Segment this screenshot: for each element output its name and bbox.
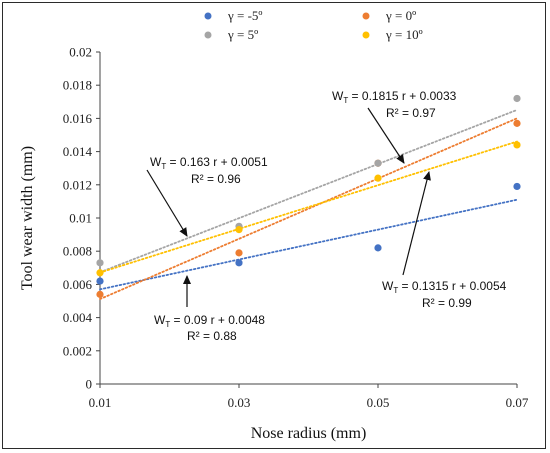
y-axis-title: Tool wear width (mm) <box>19 146 36 290</box>
legend-marker-0 <box>204 12 212 20</box>
data-point-s0-2 <box>374 244 382 252</box>
annotation-arrow-0 <box>146 169 188 237</box>
data-point-s0-3 <box>513 182 521 191</box>
equation-subscript: T <box>165 320 170 329</box>
y-tick-label: 0.008 <box>63 244 92 259</box>
equation-text: = 0.1815 r + 0.0033 <box>348 89 456 103</box>
data-point-s1-1 <box>235 249 243 257</box>
legend-label-3: γ = 10º <box>385 27 423 42</box>
equation-label-0: WT = 0.163 r + 0.0051 <box>150 155 268 171</box>
legend-marker-3 <box>362 31 370 39</box>
y-tick-label: 0.01 <box>69 211 92 226</box>
legend-label-0: γ = -5º <box>227 8 262 23</box>
trendline-3 <box>99 140 518 274</box>
trendline-2 <box>99 109 518 274</box>
equation-text: = 0.09 r + 0.0048 <box>170 313 265 327</box>
legend-marker-1 <box>362 12 370 20</box>
r-squared-label-3: R² = 0.99 <box>422 296 472 310</box>
equation-text: = 0.1315 r + 0.0054 <box>398 279 506 293</box>
x-tick-label: 0.03 <box>228 395 251 410</box>
equation-text: = 0.163 r + 0.0051 <box>166 155 268 169</box>
data-point-s1-3 <box>513 119 521 127</box>
r-squared-label-0: R² = 0.96 <box>191 172 241 186</box>
y-tick-label: 0.014 <box>63 144 93 159</box>
data-point-s0-1 <box>235 259 243 267</box>
x-tick-label: 0.01 <box>89 395 112 410</box>
annotation-arrow-1 <box>367 107 405 164</box>
y-tick-label: 0 <box>86 377 93 392</box>
equation-subscript: T <box>343 96 348 105</box>
data-point-s0-0 <box>96 277 104 285</box>
data-point-s1-0 <box>96 290 104 298</box>
equation-subscript: T <box>393 286 398 295</box>
y-tick-label: 0.016 <box>63 111 93 126</box>
legend-label-2: γ = 5º <box>227 27 258 42</box>
equation-label-1: WT = 0.1815 r + 0.0033 <box>332 89 457 105</box>
data-point-s2-0 <box>96 259 104 267</box>
equation-label-2: WT = 0.09 r + 0.0048 <box>154 313 265 329</box>
x-tick-label: 0.07 <box>506 395 529 410</box>
trendline-0 <box>99 198 518 291</box>
data-point-s3-0 <box>96 269 104 277</box>
x-axis-title: Nose radius (mm) <box>251 425 367 442</box>
data-point-s2-3 <box>513 94 521 103</box>
annotation-arrow-3 <box>402 171 431 276</box>
y-tick-label: 0.004 <box>63 310 93 325</box>
y-tick-label: 0.006 <box>63 277 93 292</box>
data-point-s3-1 <box>235 226 243 234</box>
legend-label-1: γ = 0º <box>385 8 416 23</box>
y-tick-label: 0.002 <box>63 343 92 358</box>
data-point-s3-3 <box>513 141 521 149</box>
r-squared-label-1: R² = 0.97 <box>386 106 436 120</box>
legend-marker-2 <box>204 31 212 39</box>
data-point-s2-2 <box>374 159 382 167</box>
equation-label-3: WT = 0.1315 r + 0.0054 <box>382 279 507 295</box>
y-tick-label: 0.02 <box>69 45 92 60</box>
x-tick-label: 0.05 <box>367 395 390 410</box>
chart-frame <box>2 2 546 449</box>
y-tick-label: 0.012 <box>63 177 92 192</box>
r-squared-label-2: R² = 0.88 <box>187 329 237 343</box>
trendline-1 <box>99 117 518 300</box>
y-tick-label: 0.018 <box>63 78 92 93</box>
data-point-s3-2 <box>374 174 382 182</box>
equation-subscript: T <box>161 162 166 171</box>
